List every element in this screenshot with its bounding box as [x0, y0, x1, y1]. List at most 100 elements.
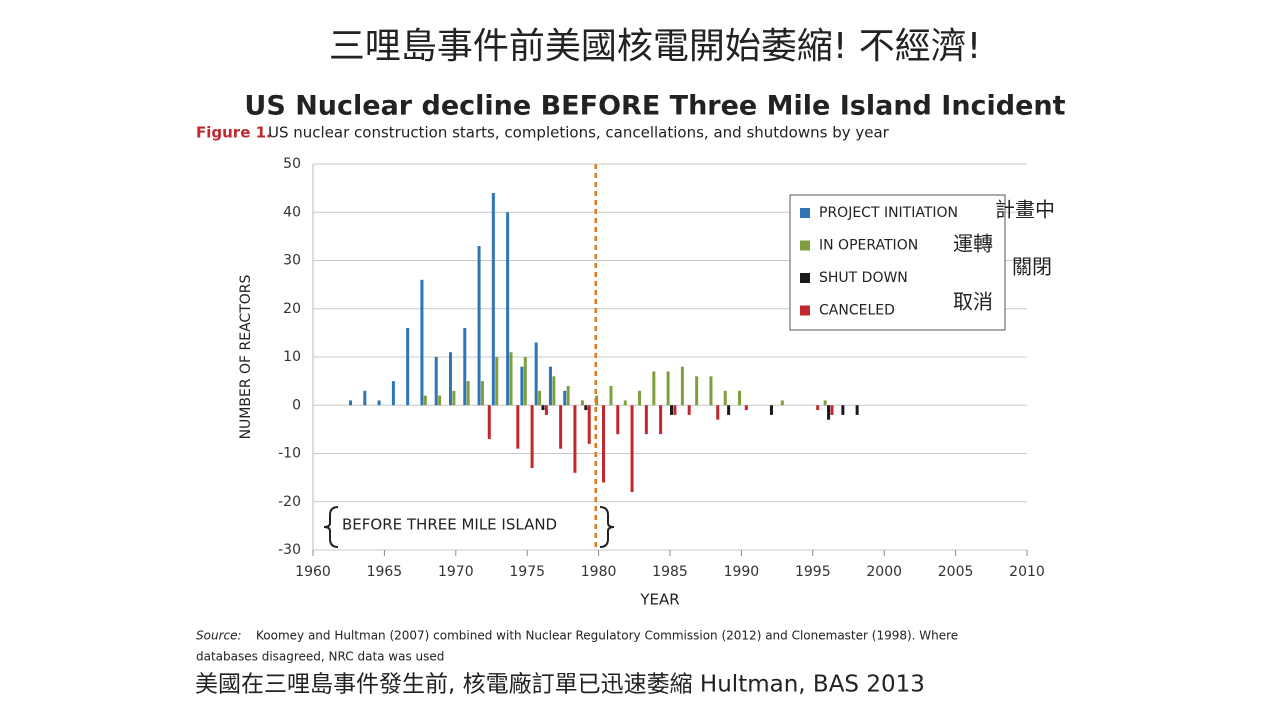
- bar: [563, 390, 567, 406]
- bar: [349, 400, 353, 406]
- bar: [580, 400, 584, 406]
- bar: [727, 405, 731, 415]
- x-tick-label: 1995: [795, 564, 831, 580]
- bar: [816, 405, 820, 411]
- bar: [827, 405, 831, 420]
- bar: [463, 328, 467, 406]
- legend-label: PROJECT INITIATION: [819, 205, 958, 221]
- bar: [638, 390, 642, 406]
- y-tick-label: 40: [283, 204, 301, 220]
- bar: [584, 405, 588, 411]
- slide-subtitle: US Nuclear decline BEFORE Three Mile Isl…: [244, 91, 1065, 122]
- bar: [841, 405, 845, 415]
- figure-title: US nuclear construction starts, completi…: [268, 124, 890, 142]
- legend-swatch: [800, 273, 810, 283]
- legend-swatch: [800, 208, 810, 218]
- slide-title: 三哩島事件前美國核電開始萎縮! 不經濟!: [329, 26, 981, 67]
- bar: [602, 405, 605, 483]
- y-tick-label: 50: [283, 156, 301, 172]
- bar: [530, 405, 534, 468]
- source-text: Koomey and Hultman (2007) combined with …: [256, 629, 958, 643]
- bar: [616, 405, 620, 435]
- bar: [659, 405, 663, 435]
- y-tick-label: 10: [283, 349, 301, 365]
- bar: [695, 376, 699, 406]
- bar: [559, 405, 563, 449]
- bar: [630, 405, 634, 493]
- bar: [423, 395, 427, 406]
- bar: [452, 390, 456, 406]
- bar: [480, 381, 484, 406]
- legend-label: IN OPERATION: [819, 238, 918, 254]
- bar: [420, 279, 424, 406]
- bar: [855, 405, 859, 415]
- bar: [534, 342, 538, 406]
- bar: [434, 357, 438, 406]
- x-axis-label: YEAR: [639, 591, 679, 609]
- bar: [830, 405, 834, 415]
- legend-translation: 關閉: [1012, 255, 1052, 279]
- bar: [716, 405, 720, 420]
- bar: [438, 395, 442, 406]
- x-tick-label: 1990: [724, 564, 760, 580]
- bar: [566, 385, 570, 406]
- x-tick-label: 1980: [581, 564, 617, 580]
- bar: [406, 328, 410, 406]
- brace: [323, 506, 339, 548]
- bar: [520, 366, 524, 406]
- bar: [523, 357, 527, 406]
- bar: [391, 381, 395, 406]
- x-tick-label: 1970: [438, 564, 474, 580]
- bar: [487, 405, 491, 440]
- bar: [377, 400, 381, 406]
- bar: [477, 246, 481, 406]
- bar: [466, 381, 470, 406]
- bar: [491, 192, 495, 406]
- y-tick-label: -30: [278, 542, 301, 558]
- legend-label: SHUT DOWN: [819, 270, 908, 286]
- bar: [544, 405, 548, 415]
- bar: [623, 400, 627, 406]
- bar: [548, 366, 552, 406]
- bar: [823, 400, 827, 406]
- bar: [687, 405, 691, 415]
- y-axis-label: NUMBER OF REACTORS: [238, 274, 254, 439]
- bar: [680, 366, 684, 406]
- bar: [709, 376, 713, 406]
- bar: [363, 390, 367, 406]
- bar: [573, 405, 577, 473]
- legend-label: CANCELED: [819, 303, 895, 319]
- bar: [673, 405, 677, 415]
- x-tick-label: 1975: [509, 564, 545, 580]
- bar: [587, 405, 591, 444]
- legend-box: [789, 194, 1006, 331]
- bar: [495, 357, 499, 406]
- legend-translation: 運轉: [953, 232, 993, 256]
- legend-swatch: [800, 305, 810, 316]
- bar: [670, 405, 673, 415]
- x-tick-label: 1985: [652, 564, 688, 580]
- bar: [666, 371, 670, 406]
- figure-label: Figure 1.: [196, 124, 272, 142]
- y-tick-label: -10: [278, 446, 301, 462]
- bar: [744, 405, 748, 411]
- annotation: BEFORE THREE MILE ISLAND: [342, 516, 557, 534]
- footer: 美國在三哩島事件發生前, 核電廠訂單已迅速萎縮 Hultman, BAS 201…: [195, 672, 925, 698]
- bar: [738, 390, 741, 406]
- x-tick-label: 1960: [295, 564, 331, 580]
- bar: [516, 405, 520, 449]
- x-tick-label: 2000: [866, 564, 902, 580]
- bar: [552, 376, 556, 406]
- legend-swatch: [800, 240, 810, 251]
- bar: [449, 352, 452, 406]
- source-label: Source:: [196, 629, 242, 643]
- y-tick-label: 30: [283, 253, 301, 269]
- bar: [780, 400, 784, 406]
- bar: [506, 212, 510, 406]
- x-tick-label: 2005: [938, 564, 974, 580]
- brace: [599, 506, 615, 548]
- bar: [538, 390, 542, 406]
- bar: [541, 405, 545, 411]
- y-tick-label: 0: [292, 397, 301, 413]
